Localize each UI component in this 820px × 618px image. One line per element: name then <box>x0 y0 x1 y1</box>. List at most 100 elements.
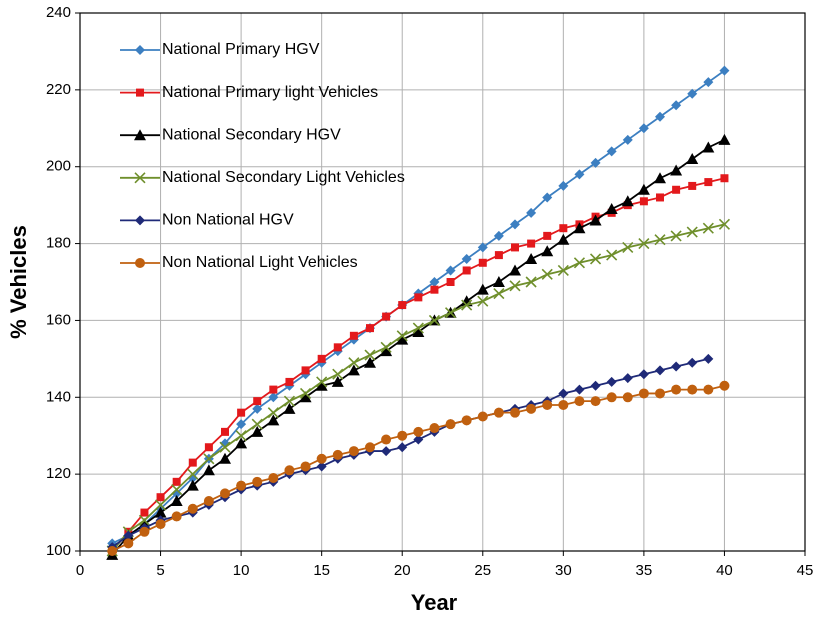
legend-marker <box>136 88 144 97</box>
data-point <box>622 241 634 253</box>
data-point <box>366 324 374 333</box>
x-tick-label: 10 <box>233 562 250 579</box>
y-tick-label: 160 <box>46 311 71 328</box>
data-point <box>671 384 682 395</box>
legend-label: Non National HGV <box>162 212 294 229</box>
data-point <box>332 368 344 380</box>
data-point <box>461 415 472 426</box>
y-tick-label: 140 <box>46 388 71 405</box>
data-point <box>671 361 682 372</box>
data-point <box>492 276 505 287</box>
data-point <box>444 307 457 319</box>
data-point <box>589 253 602 265</box>
data-point <box>590 380 601 391</box>
data-point <box>123 530 134 541</box>
x-tick-label: 45 <box>797 562 814 579</box>
data-point <box>252 476 263 487</box>
data-point <box>606 392 617 403</box>
x-tick-label: 25 <box>474 562 491 579</box>
data-point <box>526 403 537 414</box>
data-point <box>269 385 278 394</box>
data-point <box>687 384 698 395</box>
data-point <box>702 222 714 234</box>
data-point <box>493 230 504 241</box>
data-point <box>252 403 263 414</box>
legend-marker <box>135 45 145 55</box>
data-point <box>138 514 151 526</box>
data-point <box>543 231 552 240</box>
data-point <box>557 264 569 277</box>
data-point <box>414 293 423 302</box>
data-point <box>171 483 183 496</box>
data-point <box>509 264 521 276</box>
data-point <box>300 461 311 472</box>
series-line <box>111 139 725 556</box>
data-point <box>140 508 149 517</box>
legend-label: National Secondary Light Vehicles <box>162 169 405 186</box>
y-axis-title: % Vehicles <box>6 225 31 339</box>
data-point <box>494 251 503 260</box>
data-point <box>688 181 697 190</box>
legend-label: National Secondary HGV <box>162 126 341 143</box>
data-point <box>573 257 586 269</box>
data-point <box>477 411 488 422</box>
data-point <box>299 387 312 400</box>
legend-label: National Primary light Vehicles <box>162 84 378 101</box>
data-point <box>703 77 714 88</box>
data-point <box>251 418 263 430</box>
data-point <box>187 468 199 480</box>
data-point <box>541 245 554 257</box>
data-point <box>156 493 165 502</box>
data-point <box>299 391 312 403</box>
data-point <box>316 453 327 464</box>
data-point <box>332 449 343 460</box>
data-point <box>702 141 715 153</box>
data-point <box>525 276 537 288</box>
data-point <box>622 134 633 145</box>
x-tick-label: 20 <box>394 562 411 579</box>
data-point <box>510 407 520 418</box>
data-point <box>445 265 456 276</box>
data-point <box>398 301 407 310</box>
data-point <box>268 472 279 483</box>
data-point <box>638 123 649 134</box>
series-line <box>111 384 725 552</box>
data-point <box>253 397 262 406</box>
data-point <box>493 287 505 300</box>
data-point <box>172 477 181 486</box>
data-point <box>285 377 294 386</box>
data-point <box>446 278 455 286</box>
data-point <box>590 157 601 168</box>
data-point <box>558 388 569 399</box>
data-point <box>187 503 198 514</box>
data-point <box>268 392 279 403</box>
data-point <box>381 446 392 457</box>
data-point <box>429 423 440 434</box>
legend-marker <box>134 172 146 184</box>
data-point <box>719 65 730 76</box>
data-point <box>655 365 665 376</box>
data-point <box>573 222 586 234</box>
x-tick-label: 0 <box>76 562 84 579</box>
data-point <box>283 402 296 414</box>
legend-marker <box>134 129 146 141</box>
data-point <box>687 88 698 99</box>
data-point <box>655 111 665 122</box>
data-point <box>397 430 408 441</box>
data-point <box>477 242 488 253</box>
data-point <box>654 172 666 184</box>
data-point <box>558 399 569 410</box>
data-point <box>364 356 376 368</box>
data-point <box>188 458 197 467</box>
data-point <box>236 480 247 491</box>
data-point <box>235 437 248 449</box>
y-tick-label: 120 <box>46 465 71 482</box>
data-point <box>511 243 519 252</box>
data-point <box>606 146 617 157</box>
data-point <box>477 295 489 307</box>
data-point <box>382 312 391 321</box>
data-point <box>542 399 553 410</box>
data-point <box>283 395 296 407</box>
data-point <box>317 354 326 363</box>
